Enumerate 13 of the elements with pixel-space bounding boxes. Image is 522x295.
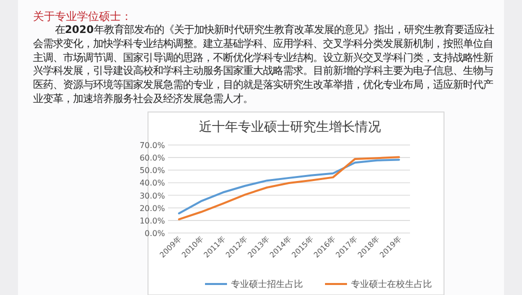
y-tick-label: 40.0% [140,178,166,188]
y-tick-label: 20.0% [140,204,166,213]
legend-label: 专业硕士在校生占比 [351,279,432,290]
legend-label: 专业硕士招生占比 [231,279,303,290]
y-tick-label: 0.0% [144,229,166,238]
y-tick-label: 10.0% [140,216,166,226]
y-tick-label: 50.0% [140,166,166,176]
chart-title: 近十年专业硕士研究生增长情况 [199,120,381,135]
y-tick-label: 30.0% [140,191,166,200]
text: 关于专业学位硕士： [33,9,132,24]
text: 在2020年教育部发布的《关于加快新时代研究生教育改革发展的意见》指出，研究生教育要适应社会需求变化，加快学科专业结构调整。建立基础学科、应用学科、交叉学科分类发展新机制，按照单位自主调、市场调节调、国家引导调的思路，不断优化学科专业结构。设立新兴交叉学科门类，支持战略性新兴学科发展，引导建设高校和学科主动服务国家重大战略需求。目前新增的学科主要为电子信息、生物与医药、资源与环境等国家发展急需的专业，目的就是落实研究生改革举措，优化专业布局，适应新时代产业变革，加速培养服务社会及经济发展急需人才。 [33,24,495,107]
y-tick-label: 70.0% [140,141,166,150]
y-tick-label: 60.0% [140,154,166,163]
